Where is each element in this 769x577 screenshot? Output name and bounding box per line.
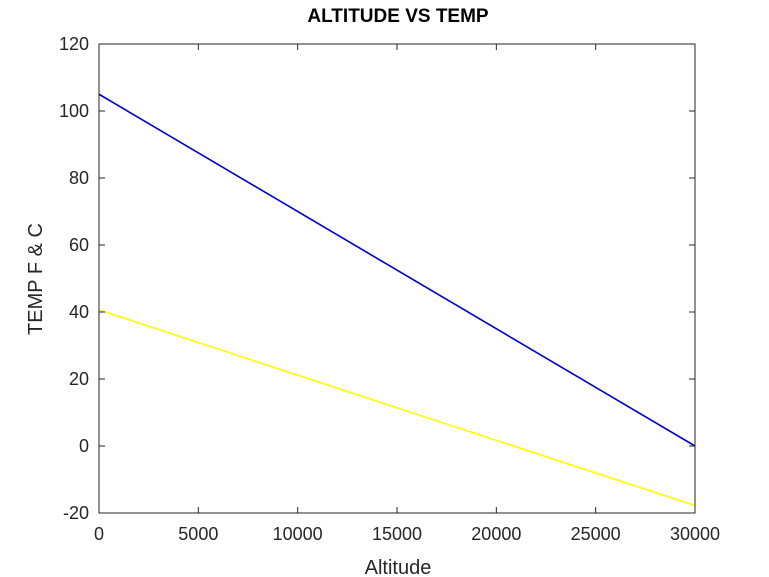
y-tick-label: 20 [69, 369, 89, 389]
y-tick-label: 0 [79, 436, 89, 456]
x-tick-label: 10000 [273, 524, 323, 544]
x-tick-label: 0 [94, 524, 104, 544]
chart-title: ALTITUDE VS TEMP [307, 6, 489, 27]
x-tick-label: 25000 [571, 524, 621, 544]
y-tick-label: 120 [59, 34, 89, 54]
y-tick-label: 60 [69, 235, 89, 255]
series-line-2 [98, 309, 696, 507]
y-axis: -20 0 20 40 60 80 100 120 [59, 34, 695, 523]
y-axis-label: TEMP F & C [25, 223, 47, 335]
y-tick-label: 80 [69, 168, 89, 188]
x-tick-label: 30000 [670, 524, 720, 544]
x-axis-label: Altitude [365, 557, 432, 577]
x-tick-label: 20000 [471, 524, 521, 544]
y-tick-label: 40 [69, 302, 89, 322]
series-layer [98, 93, 696, 507]
y-tick-label: 100 [59, 101, 89, 121]
y-tick-label: -20 [63, 503, 89, 523]
x-tick-label: 15000 [372, 524, 422, 544]
series-line-1 [98, 93, 696, 447]
x-axis: 0 5000 10000 15000 20000 25000 30000 [94, 44, 720, 544]
x-tick-label: 5000 [178, 524, 218, 544]
